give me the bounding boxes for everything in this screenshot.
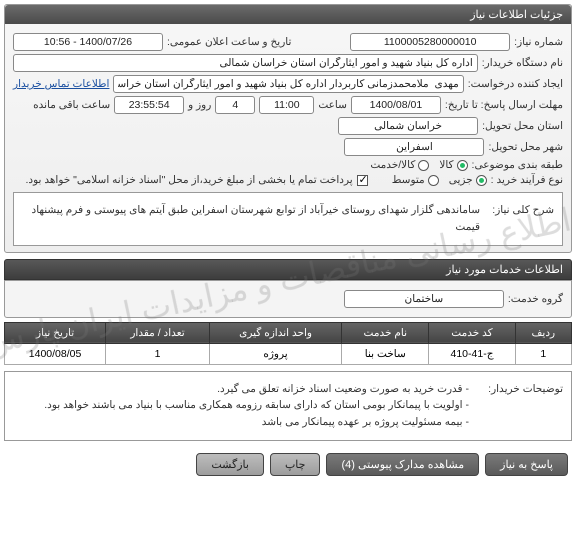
- th-index: ردیف: [515, 322, 571, 343]
- need-no-label: شماره نیاز:: [514, 36, 563, 48]
- time-left-field: [114, 96, 184, 114]
- radio-goods-service-label: کالا/خدمت: [370, 159, 415, 171]
- radio-medium[interactable]: متوسط: [392, 174, 439, 186]
- deadline-label: مهلت ارسال پاسخ: تا تاریخ:: [445, 99, 563, 111]
- radio-dot-icon: [476, 175, 487, 186]
- radio-medium-label: متوسط: [392, 174, 425, 186]
- city-label: شهر محل تحویل:: [488, 141, 563, 153]
- print-button[interactable]: چاپ: [270, 453, 321, 476]
- buyer-note-line: - بیمه مسئولیت پروژه بر عهده پیمانکار می…: [13, 414, 469, 431]
- radio-partial-label: جزیی: [449, 174, 473, 186]
- svc-group-field: [344, 290, 504, 308]
- buyer-org-field: [13, 54, 478, 72]
- td-unit: پروژه: [209, 343, 341, 364]
- general-desc-label: شرح کلی نیاز:: [484, 202, 554, 219]
- province-field: [338, 117, 478, 135]
- services-section-header: اطلاعات خدمات مورد نیاز: [4, 259, 572, 280]
- process-note: پرداخت تمام یا بخشی از مبلغ خرید،از محل …: [26, 174, 353, 186]
- th-name: نام خدمت: [342, 322, 429, 343]
- deadline-hour-field: [259, 96, 314, 114]
- panel-title: جزئیات اطلاعات نیاز: [5, 5, 571, 24]
- buyer-note-line: - اولویت با پیمانکار بومی استان که دارای…: [13, 397, 469, 414]
- details-panel: جزئیات اطلاعات نیاز شماره نیاز: تاریخ و …: [4, 4, 572, 253]
- td-index: 1: [515, 343, 571, 364]
- respond-button[interactable]: پاسخ به نیاز: [485, 453, 568, 476]
- contact-link[interactable]: اطلاعات تماس خریدار: [13, 78, 109, 90]
- radio-dot-icon: [418, 160, 429, 171]
- radio-partial[interactable]: جزیی: [449, 174, 487, 186]
- attachments-button[interactable]: مشاهده مدارک پیوستی (4): [326, 453, 479, 476]
- td-qty: 1: [106, 343, 210, 364]
- td-date: 1400/08/05: [5, 343, 106, 364]
- th-date: تاریخ نیاز: [5, 322, 106, 343]
- treasury-checkbox[interactable]: [357, 175, 368, 186]
- requester-field: [113, 75, 463, 93]
- day-label: روز و: [188, 99, 211, 111]
- buyer-org-label: نام دستگاه خریدار:: [482, 57, 563, 69]
- radio-goods-label: کالا: [439, 159, 453, 171]
- city-field: [344, 138, 484, 156]
- days-left-field: [215, 96, 255, 114]
- th-unit: واحد اندازه گیری: [209, 322, 341, 343]
- process-label: نوع فرآیند خرید :: [491, 174, 563, 186]
- province-label: استان محل تحویل:: [482, 120, 563, 132]
- th-qty: تعداد / مقدار: [106, 322, 210, 343]
- back-button[interactable]: بازگشت: [196, 453, 264, 476]
- buyer-note-line: - قدرت خرید به صورت وضعیت اسناد خزانه تع…: [13, 381, 469, 398]
- services-table: ردیف کد خدمت نام خدمت واحد اندازه گیری ت…: [4, 322, 572, 365]
- td-name: ساخت بنا: [342, 343, 429, 364]
- deadline-date-field: [351, 96, 441, 114]
- th-code: کد خدمت: [429, 322, 515, 343]
- td-code: ج-41-410: [429, 343, 515, 364]
- radio-goods-service[interactable]: کالا/خدمت: [370, 159, 429, 171]
- table-row: 1 ج-41-410 ساخت بنا پروژه 1 1400/08/05: [5, 343, 572, 364]
- general-desc-text: ساماندهی گلزار شهدای روستای خیرآباد از ت…: [22, 202, 480, 236]
- announce-field: [13, 33, 163, 51]
- requester-label: ایجاد کننده درخواست:: [468, 78, 563, 90]
- category-label: طبقه بندی موضوعی:: [472, 159, 563, 171]
- announce-label: تاریخ و ساعت اعلان عمومی:: [167, 36, 291, 48]
- svc-group-label: گروه خدمت:: [508, 293, 563, 305]
- buyer-notes-box: توضیحات خریدار: - قدرت خرید به صورت وضعی…: [4, 371, 572, 441]
- time-left-label: ساعت باقی مانده: [33, 99, 110, 111]
- buyer-notes-label: توضیحات خریدار:: [473, 381, 563, 398]
- action-bar: پاسخ به نیاز مشاهده مدارک پیوستی (4) چاپ…: [0, 447, 576, 482]
- radio-goods[interactable]: کالا: [439, 159, 467, 171]
- table-header-row: ردیف کد خدمت نام خدمت واحد اندازه گیری ت…: [5, 322, 572, 343]
- need-no-field: [350, 33, 510, 51]
- radio-dot-icon: [428, 175, 439, 186]
- hour-label-1: ساعت: [318, 99, 347, 111]
- radio-dot-icon: [457, 160, 468, 171]
